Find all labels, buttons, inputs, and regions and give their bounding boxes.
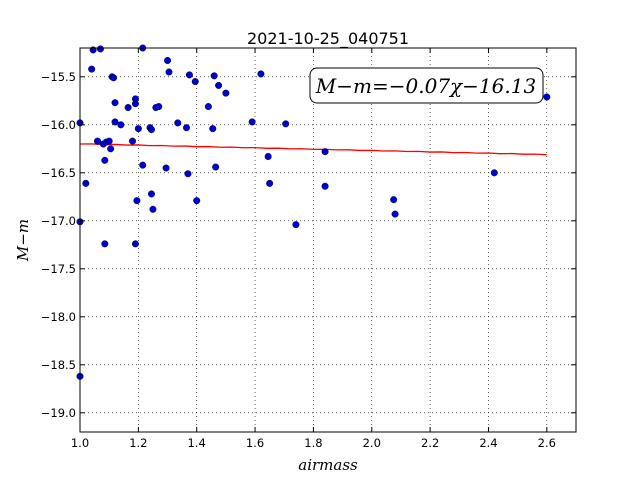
data-point bbox=[139, 161, 147, 169]
data-point bbox=[292, 221, 300, 229]
data-point bbox=[105, 137, 113, 145]
data-point bbox=[321, 182, 329, 190]
data-point bbox=[131, 100, 139, 108]
data-point bbox=[101, 240, 109, 248]
x-tick-label: 2.0 bbox=[363, 436, 381, 450]
data-point bbox=[391, 210, 399, 218]
data-point bbox=[134, 125, 142, 133]
data-point bbox=[101, 156, 109, 164]
data-point bbox=[164, 56, 172, 64]
y-tick-label: −18.5 bbox=[41, 358, 76, 372]
data-point bbox=[204, 103, 212, 111]
data-point bbox=[147, 190, 155, 198]
data-point bbox=[149, 205, 157, 213]
data-point bbox=[111, 118, 119, 126]
data-point bbox=[94, 137, 102, 145]
data-point bbox=[222, 89, 230, 97]
fit-line-layer bbox=[79, 143, 547, 156]
x-axis-label: airmass bbox=[298, 456, 358, 474]
y-tick-label: −16.5 bbox=[41, 166, 76, 180]
data-point bbox=[215, 81, 223, 89]
x-tick-label: 1.0 bbox=[71, 436, 89, 450]
y-tick-label: −17.0 bbox=[41, 214, 76, 228]
data-point bbox=[390, 196, 398, 204]
data-point bbox=[543, 93, 551, 101]
data-point bbox=[193, 197, 201, 205]
data-point bbox=[266, 179, 274, 187]
y-tick-label: −19.0 bbox=[41, 406, 76, 420]
data-point bbox=[133, 197, 141, 205]
data-point bbox=[110, 74, 118, 82]
fit-annotation: M−m=−0.07χ−16.13 bbox=[309, 67, 544, 104]
data-point bbox=[212, 163, 220, 171]
annotation-text: M−m=−0.07χ−16.13 bbox=[315, 74, 536, 98]
y-tick-label: −15.5 bbox=[41, 70, 76, 84]
data-point bbox=[82, 179, 90, 187]
data-point bbox=[282, 120, 290, 128]
data-point bbox=[257, 70, 265, 78]
data-point bbox=[165, 68, 173, 76]
x-tick-label: 1.4 bbox=[188, 436, 206, 450]
x-tick-label: 1.8 bbox=[304, 436, 322, 450]
y-axis-label: M−m bbox=[14, 219, 32, 262]
x-tick-label: 1.6 bbox=[246, 436, 264, 450]
data-point bbox=[124, 104, 132, 112]
data-point bbox=[184, 170, 192, 178]
data-point bbox=[96, 45, 104, 53]
data-point bbox=[210, 72, 218, 80]
data-point bbox=[147, 126, 155, 134]
x-tick-label: 2.6 bbox=[538, 436, 556, 450]
x-tick-label: 1.2 bbox=[129, 436, 147, 450]
data-point bbox=[209, 125, 217, 133]
data-point bbox=[490, 169, 498, 177]
plot-frame bbox=[79, 47, 577, 433]
data-point bbox=[107, 145, 115, 153]
data-point bbox=[111, 99, 119, 107]
data-point bbox=[129, 137, 137, 145]
chart-title: 2021-10-25_040751 bbox=[247, 29, 409, 49]
grid-lines bbox=[79, 48, 576, 432]
data-point bbox=[321, 148, 329, 156]
fit-line bbox=[79, 143, 547, 156]
data-point bbox=[248, 118, 256, 126]
x-tick-label: 2.4 bbox=[479, 436, 497, 450]
y-tick-label: −16.0 bbox=[41, 118, 76, 132]
data-point bbox=[155, 103, 163, 111]
data-point bbox=[182, 124, 190, 132]
data-point bbox=[191, 78, 199, 86]
y-tick-label: −18.0 bbox=[41, 310, 76, 324]
data-point bbox=[88, 65, 96, 73]
data-point bbox=[131, 240, 139, 248]
data-point bbox=[162, 164, 170, 172]
data-points bbox=[76, 44, 551, 380]
data-point bbox=[117, 121, 125, 129]
annotation-box bbox=[309, 67, 544, 104]
data-point bbox=[185, 71, 193, 79]
data-point bbox=[264, 152, 272, 160]
axis-ticks: 1.0 1.2 1.4 1.6 1.8 2.0 2.2 2.4 2.6 −15.5 −16.0 −16… bbox=[41, 48, 576, 450]
x-tick-label: 2.2 bbox=[421, 436, 439, 450]
y-tick-label: −17.5 bbox=[41, 262, 76, 276]
data-point bbox=[174, 119, 182, 127]
